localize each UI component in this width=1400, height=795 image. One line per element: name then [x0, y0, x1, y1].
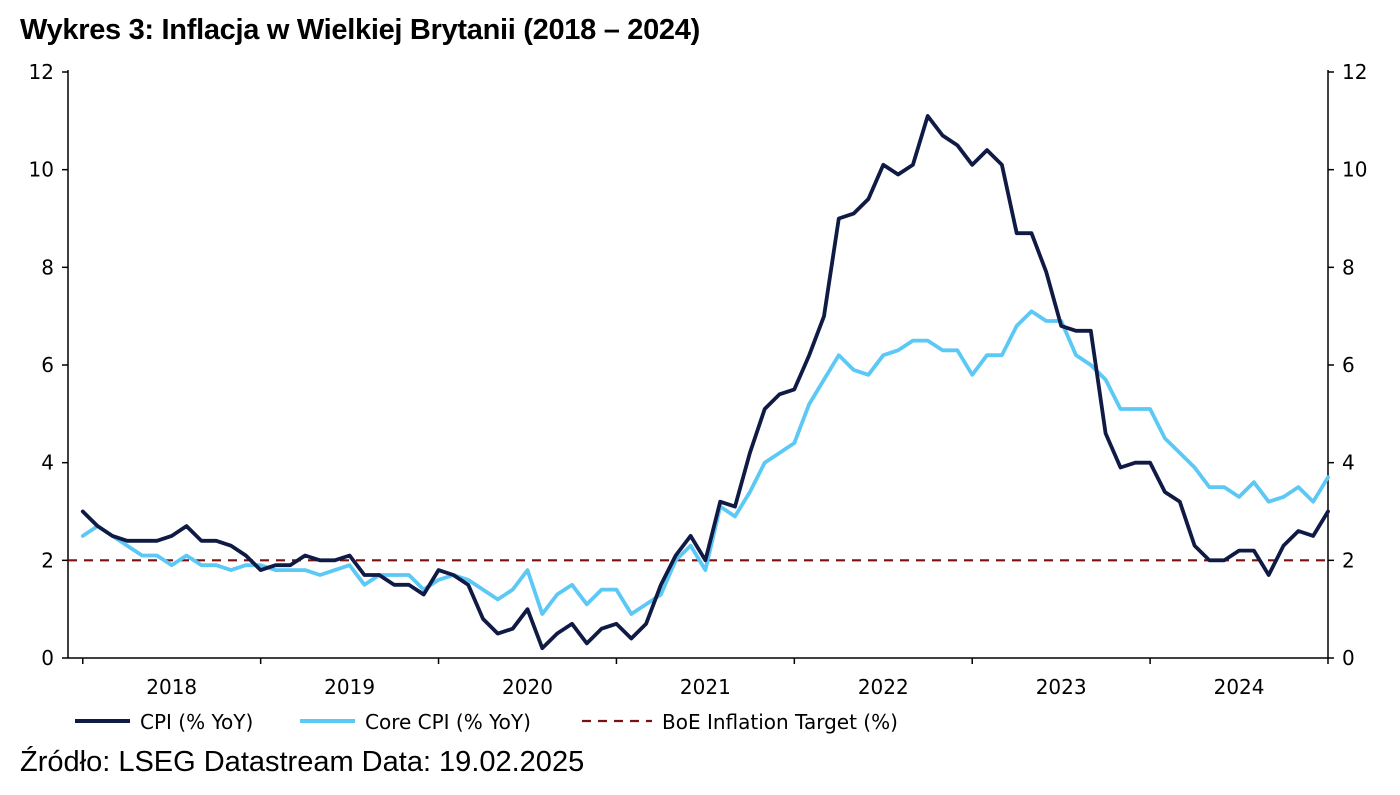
y-tick-label-left: 0: [41, 646, 54, 670]
y-tick-label-right: 8: [1342, 255, 1355, 279]
x-tick-label: 2022: [858, 675, 909, 699]
y-tick-label-right: 6: [1342, 353, 1355, 377]
y-tick-label-left: 4: [41, 451, 54, 475]
x-tick-label: 2019: [324, 675, 375, 699]
x-tick-label: 2020: [502, 675, 553, 699]
legend-label: CPI (% YoY): [140, 710, 253, 734]
y-tick-label-right: 0: [1342, 646, 1355, 670]
x-tick-label: 2024: [1214, 675, 1265, 699]
y-tick-label-right: 4: [1342, 451, 1355, 475]
y-tick-label-right: 10: [1342, 158, 1367, 182]
y-tick-label-left: 2: [41, 548, 54, 572]
chart-axes: 0 0 2 2 4 4 6 6 8 8 10 10 12 12 2018 2019 2020 2021 2022 20…: [29, 60, 1368, 699]
source-note: Źródło: LSEG Datastream Data: 19.02.2025: [20, 746, 585, 778]
series-line-core-cpi: [80, 309, 1330, 616]
y-tick-label-left: 8: [41, 255, 54, 279]
legend-label: BoE Inflation Target (%): [662, 710, 898, 734]
chart-plot-area: [68, 114, 1330, 651]
legend-label: Core CPI (% YoY): [365, 710, 531, 734]
y-tick-label-left: 10: [29, 158, 54, 182]
y-tick-label-right: 2: [1342, 548, 1355, 572]
series-line-cpi: [80, 114, 1330, 651]
y-tick-label-right: 12: [1342, 60, 1367, 84]
chart-legend: CPI (% YoY) Core CPI (% YoY) BoE Inflation…: [75, 710, 898, 734]
y-tick-label-left: 6: [41, 353, 54, 377]
chart-title: Wykres 3: Inflacja w Wielkiej Brytanii (…: [20, 14, 700, 46]
x-tick-label: 2021: [680, 675, 731, 699]
x-tick-label: 2018: [146, 675, 197, 699]
y-tick-label-left: 12: [29, 60, 54, 84]
x-tick-label: 2023: [1036, 675, 1087, 699]
